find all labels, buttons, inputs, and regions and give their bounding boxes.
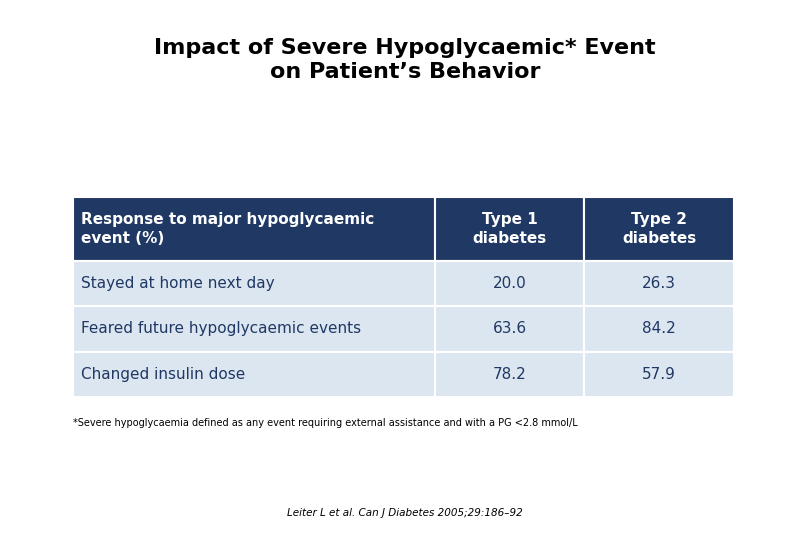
Text: Response to major hypoglycaemic
event (%): Response to major hypoglycaemic event (%… — [81, 212, 374, 246]
Bar — [73, 306, 435, 352]
Bar — [584, 352, 734, 397]
Bar — [584, 197, 734, 261]
Bar — [435, 306, 584, 352]
Bar — [73, 352, 435, 397]
Bar — [584, 306, 734, 352]
Text: 57.9: 57.9 — [642, 367, 676, 382]
Text: Impact of Severe Hypoglycaemic* Event
on Patient’s Behavior: Impact of Severe Hypoglycaemic* Event on… — [154, 38, 656, 82]
Text: 78.2: 78.2 — [492, 367, 526, 382]
Text: 63.6: 63.6 — [492, 321, 526, 336]
Bar — [73, 197, 435, 261]
Text: Stayed at home next day: Stayed at home next day — [81, 276, 275, 291]
Bar — [435, 261, 584, 306]
Text: *Severe hypoglycaemia defined as any event requiring external assistance and wit: *Severe hypoglycaemia defined as any eve… — [73, 418, 578, 429]
Bar — [435, 352, 584, 397]
Text: 84.2: 84.2 — [642, 321, 676, 336]
Text: 20.0: 20.0 — [492, 276, 526, 291]
Text: 26.3: 26.3 — [642, 276, 676, 291]
Text: Feared future hypoglycaemic events: Feared future hypoglycaemic events — [81, 321, 361, 336]
Text: Changed insulin dose: Changed insulin dose — [81, 367, 245, 382]
Text: Type 2
diabetes: Type 2 diabetes — [622, 212, 696, 246]
Bar — [73, 261, 435, 306]
Text: Leiter L et al. Can J Diabetes 2005;29:186–92: Leiter L et al. Can J Diabetes 2005;29:1… — [287, 508, 523, 518]
Text: Type 1
diabetes: Type 1 diabetes — [472, 212, 547, 246]
Bar — [435, 197, 584, 261]
Bar — [584, 261, 734, 306]
